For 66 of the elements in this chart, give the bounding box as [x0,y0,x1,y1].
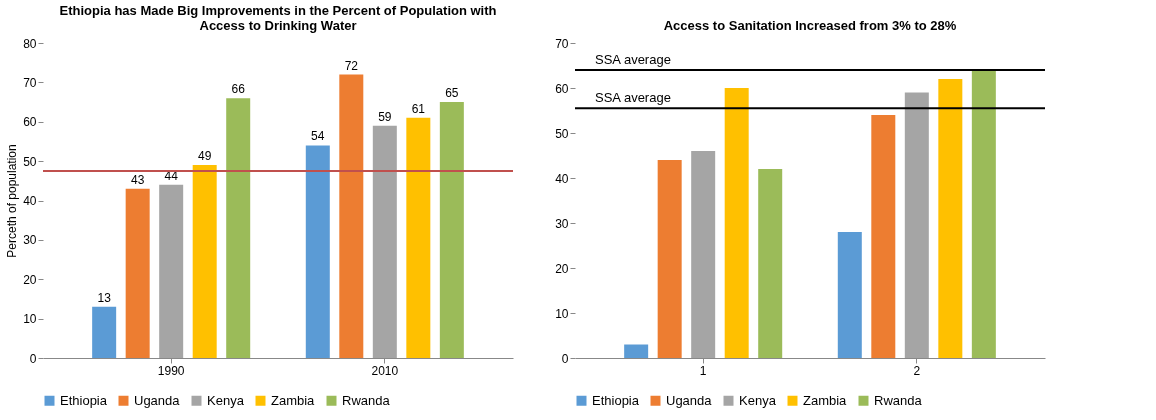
legend-label: Uganda [134,392,181,408]
y-tick-label: 30 [555,216,569,231]
bar [92,306,117,358]
y-axis-title: Perceth of population [5,144,20,258]
y-tick-label: 80 [23,36,37,51]
data-label: 61 [411,101,426,116]
bar [758,169,783,358]
x-tick-label: 1 [699,363,707,378]
y-tick-label: 70 [555,36,569,51]
y-tick-label: 10 [555,306,569,321]
bar [657,160,682,358]
y-tick-label: 0 [29,351,37,366]
text: Access to Drinking Water [199,18,357,33]
x-tick-label: 2 [913,363,921,378]
y-tick-label: 60 [555,81,569,96]
legend-label: Kenya [207,392,245,408]
y-tick-label: 40 [555,171,569,186]
bar [691,151,716,358]
bar [938,79,963,358]
legend-label: Ethiopia [60,392,108,408]
bar [971,70,996,358]
data-label: 13 [97,290,112,305]
y-tick-label: 0 [561,351,569,366]
y-tick-label: 20 [23,272,37,287]
bar [724,88,749,358]
bar [904,92,929,358]
x-tick-label: 1990 [157,363,185,378]
bar [339,74,364,358]
data-label: 65 [445,86,459,101]
text: Ethiopia has Made Big Improvements in the Percent of Population with [59,3,497,18]
bar [837,232,862,358]
bar [624,344,649,358]
bar [439,102,464,358]
data-label: 59 [378,109,392,124]
y-tick-label: 40 [23,194,37,208]
bar [159,184,184,358]
data-label: 43 [130,172,145,187]
bar [406,117,431,358]
y-tick-label: 50 [23,154,37,169]
x-tick-label: 2010 [371,363,399,378]
legend-label: Uganda [666,392,713,408]
y-tick-label: 50 [555,126,569,141]
bar [305,145,330,358]
ref-line-label: SSA average [595,90,671,106]
legend-label: Rwanda [874,392,923,408]
y-tick-label: 20 [555,261,569,276]
y-tick-label: 70 [23,75,37,90]
bar [372,125,397,358]
bar [125,188,150,358]
data-label: 54 [311,129,325,144]
legend-label: Kenya [739,392,777,408]
y-tick-label: 60 [23,115,37,130]
legend-label: Zambia [271,392,316,408]
chart-title: Access to Sanitation Increased from 3% to 28% [663,18,957,33]
bar [192,165,217,358]
data-label: 72 [344,58,359,73]
legend-label: Zambia [803,392,848,408]
legend-label: Rwanda [342,392,391,408]
ref-line-label: SSA average [595,52,671,67]
legend-label: Ethiopia [592,392,640,408]
y-tick-label: 30 [23,233,37,248]
y-tick-label: 10 [23,312,37,327]
bar [226,98,251,358]
data-label: 66 [231,82,246,97]
data-label: 49 [198,149,212,164]
bar [871,115,896,358]
